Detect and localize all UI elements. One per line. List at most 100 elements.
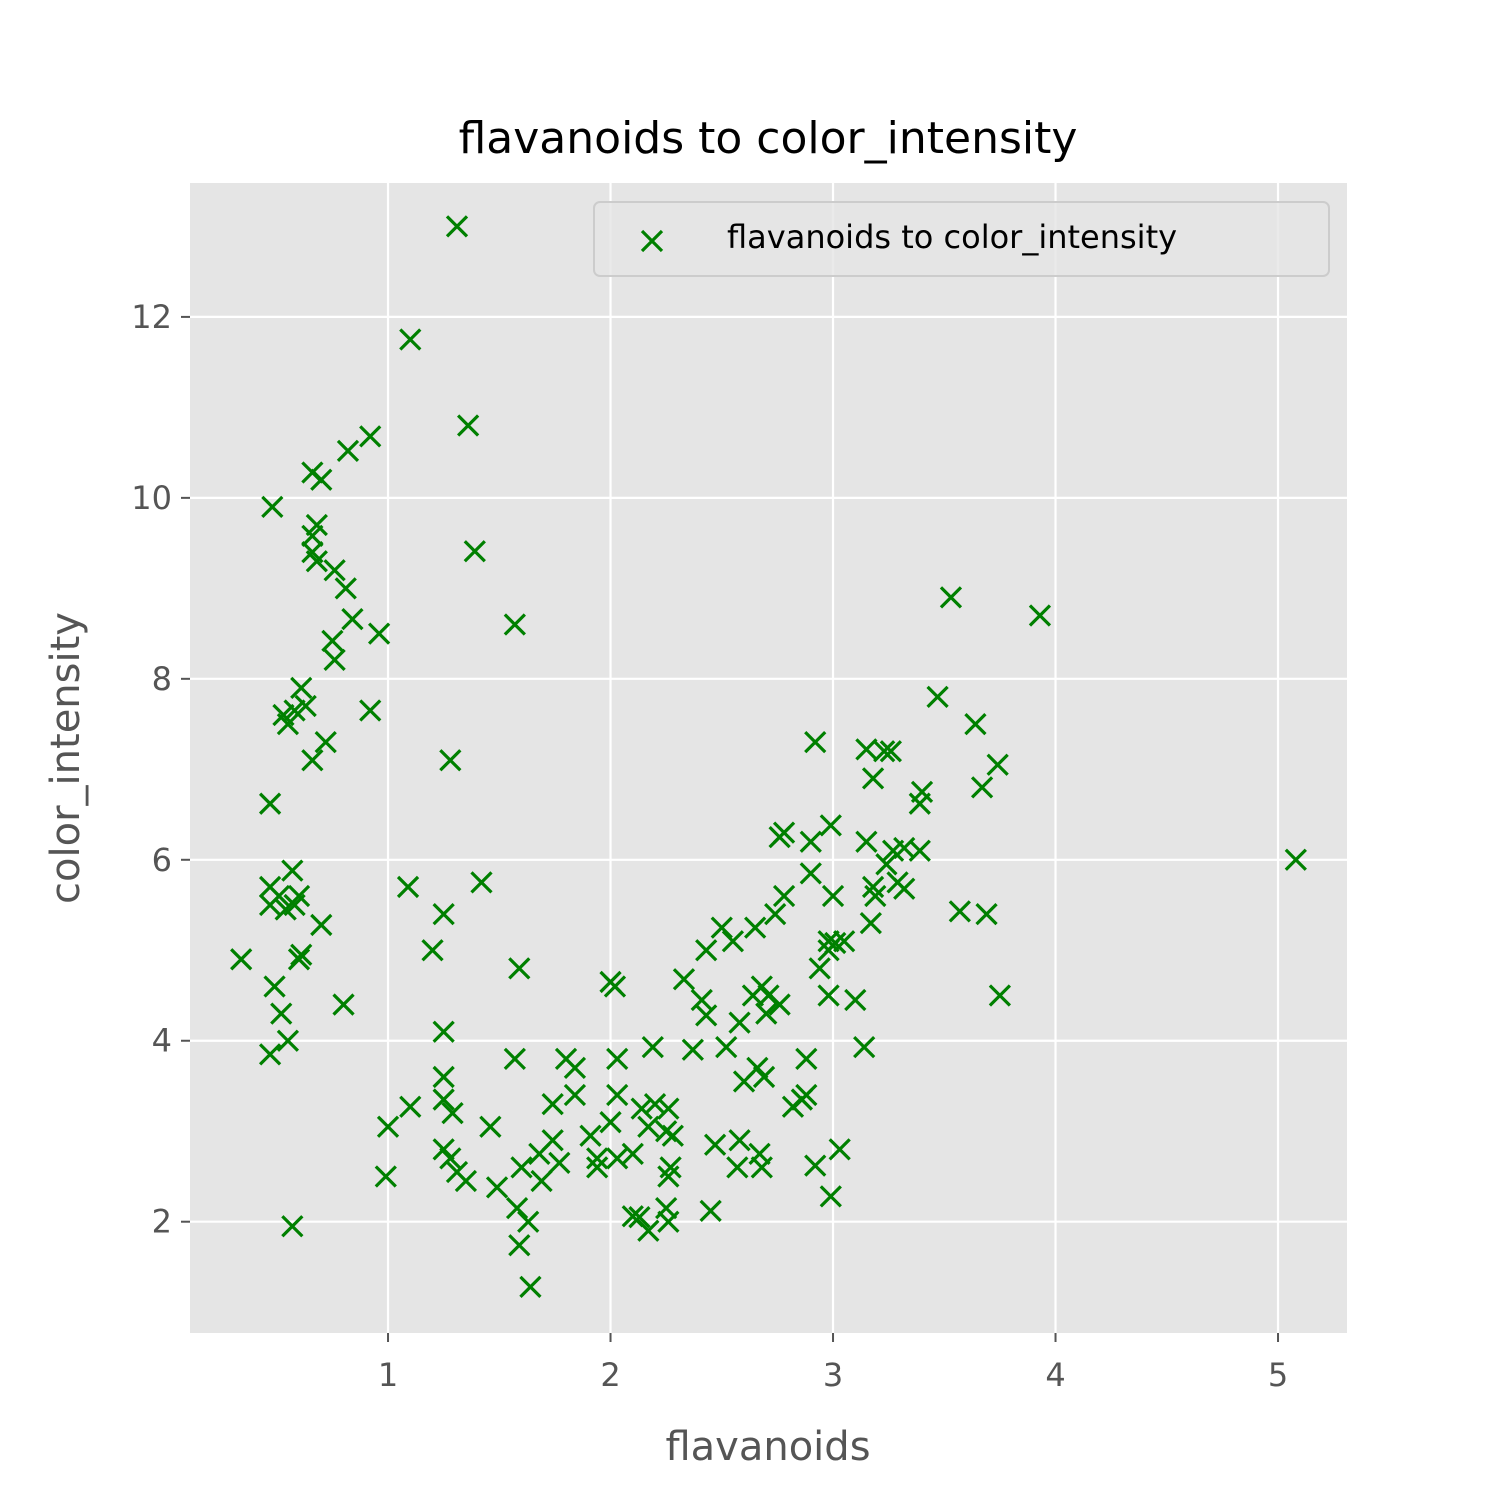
- data-point: [637, 1115, 660, 1138]
- data-point: [781, 1095, 805, 1118]
- gridlines: [190, 183, 1347, 1333]
- data-point: [258, 792, 282, 815]
- data-point: [441, 1101, 464, 1125]
- data-point: [274, 898, 297, 921]
- data-point: [772, 884, 796, 908]
- data-point: [270, 1002, 293, 1025]
- data-point: [699, 1199, 722, 1222]
- data-point: [986, 753, 1009, 776]
- data-point: [828, 1138, 851, 1161]
- data-point: [290, 676, 313, 700]
- data-point: [421, 939, 444, 962]
- data-point: [294, 694, 317, 718]
- data-point: [396, 875, 420, 899]
- data-point: [628, 1206, 651, 1229]
- data-point: [726, 1156, 749, 1179]
- data-point: [321, 629, 344, 652]
- data-point: [528, 1142, 551, 1165]
- data-point: [768, 993, 791, 1016]
- data-point: [258, 893, 282, 917]
- data-point: [750, 1156, 773, 1179]
- data-point: [485, 1176, 509, 1199]
- data-point: [804, 731, 827, 754]
- y-axis-label: color_intensity: [43, 612, 89, 904]
- data-point: [926, 685, 949, 709]
- data-point: [821, 884, 845, 908]
- data-point: [728, 1129, 751, 1152]
- data-point: [908, 792, 931, 815]
- data-point: [606, 1147, 629, 1170]
- data-point: [341, 607, 364, 631]
- data-point: [817, 984, 840, 1007]
- data-point: [606, 1047, 629, 1070]
- data-point: [374, 1165, 397, 1188]
- x-tick-label: 4: [1045, 1356, 1065, 1394]
- data-point: [287, 948, 311, 971]
- data-point: [641, 1035, 664, 1059]
- data-point: [817, 939, 840, 962]
- data-point: [864, 884, 887, 908]
- data-point: [530, 1169, 553, 1193]
- data-point: [432, 1020, 455, 1043]
- data-point: [432, 1065, 455, 1089]
- data-point: [657, 1210, 680, 1233]
- data-points: [230, 215, 1307, 1298]
- data-point: [637, 1219, 660, 1242]
- legend: flavanoids to color_intensity: [593, 201, 1330, 277]
- data-point: [359, 425, 382, 448]
- data-point: [833, 930, 856, 953]
- legend-label: flavanoids to color_intensity: [727, 218, 1177, 256]
- y-tick-label: 10: [131, 479, 172, 517]
- data-point: [310, 913, 333, 937]
- data-point: [508, 957, 531, 980]
- x-tick-label: 2: [600, 1356, 620, 1394]
- data-point: [439, 1147, 462, 1170]
- data-point: [359, 699, 382, 722]
- data-point: [290, 943, 313, 966]
- data-point: [301, 749, 324, 772]
- y-tick-label: 4: [152, 1022, 172, 1060]
- data-point: [281, 859, 304, 882]
- data-point: [661, 1124, 684, 1147]
- data-point: [939, 586, 963, 609]
- data-point: [721, 930, 745, 953]
- data-point: [503, 1047, 526, 1070]
- data-point: [332, 993, 355, 1016]
- data-point: [621, 1142, 644, 1165]
- data-point: [276, 1029, 300, 1052]
- data-point: [855, 738, 878, 761]
- data-point: [563, 1083, 587, 1107]
- data-point: [975, 902, 998, 926]
- data-point: [541, 1092, 564, 1116]
- data-point: [432, 1138, 455, 1161]
- data-point: [715, 1035, 738, 1059]
- legend-marker: [640, 229, 664, 253]
- data-point: [970, 776, 994, 799]
- data-point: [657, 1165, 680, 1188]
- data-point: [505, 1197, 529, 1220]
- data-point: [439, 749, 462, 772]
- data-point: [643, 1092, 667, 1116]
- data-point: [804, 1154, 827, 1177]
- data-point: [463, 540, 486, 563]
- data-point: [844, 988, 867, 1012]
- data-point: [695, 1004, 718, 1027]
- data-point: [948, 900, 971, 923]
- data-point: [336, 439, 360, 462]
- data-point: [445, 215, 469, 238]
- data-point: [519, 1275, 542, 1298]
- data-point: [367, 622, 391, 645]
- data-point: [630, 1097, 653, 1120]
- data-point: [695, 939, 718, 962]
- data-point: [599, 1111, 622, 1134]
- data-point: [470, 871, 493, 894]
- data-point: [657, 1097, 680, 1120]
- data-point: [873, 740, 896, 763]
- data-point: [795, 1047, 818, 1070]
- data-point: [323, 648, 346, 671]
- data-point: [508, 1234, 531, 1257]
- data-point: [281, 1215, 304, 1238]
- data-point: [230, 948, 253, 971]
- data-point: [314, 731, 337, 754]
- x-tick-label: 3: [823, 1356, 843, 1394]
